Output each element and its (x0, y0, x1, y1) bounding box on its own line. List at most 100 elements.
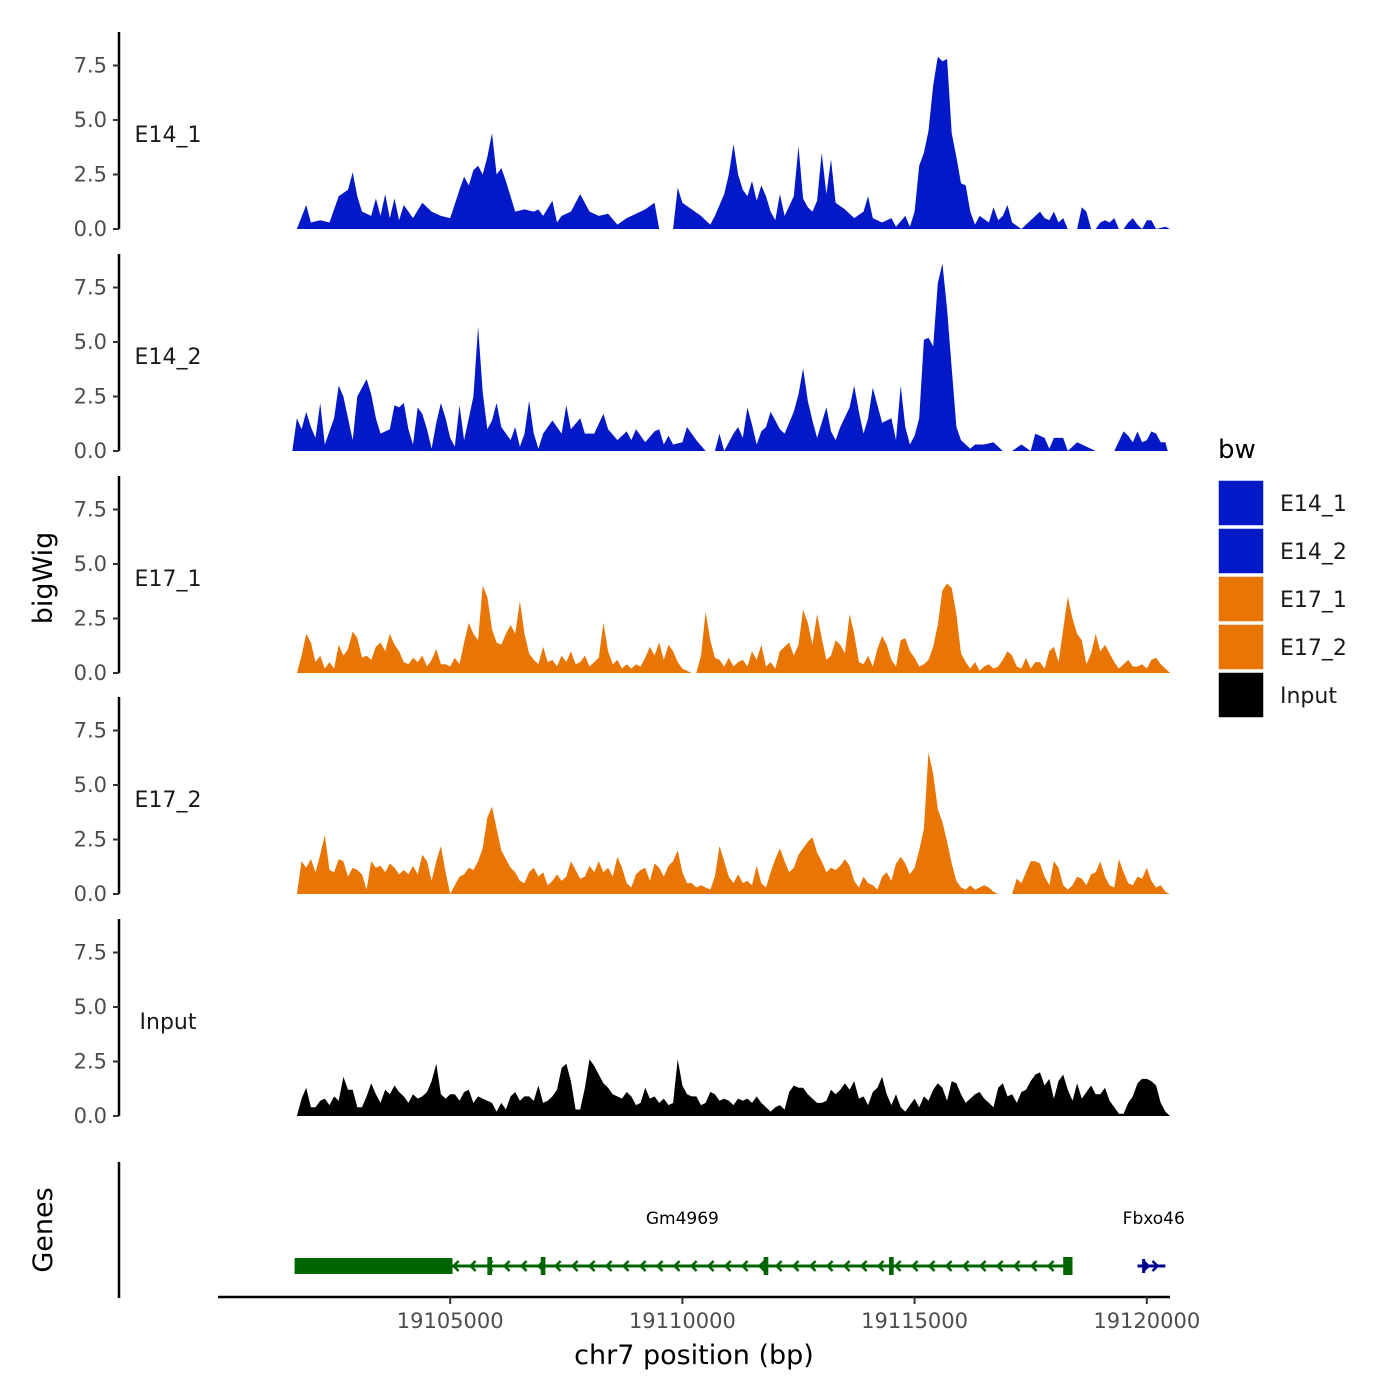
gene-Fbxo46: Fbxo46 (1123, 1209, 1185, 1273)
y-tick-label: 5.0 (74, 552, 107, 576)
strand-chevron (519, 1260, 528, 1272)
y-tick-label: 5.0 (74, 108, 107, 132)
strand-chevron (689, 1260, 698, 1272)
track-E14_2: 0.0 2.5 5.0 7.5 E14_2 (74, 254, 1168, 463)
strand-chevron (1142, 1260, 1151, 1272)
signal-area-E17_2 (296, 752, 1170, 894)
legend-label: Input (1280, 684, 1337, 709)
legend-label: E14_2 (1280, 540, 1347, 565)
strand-chevron (825, 1260, 834, 1272)
strand-chevron (638, 1260, 647, 1272)
y-tick-label: 0.0 (74, 439, 107, 463)
strand-chevron (910, 1260, 919, 1272)
track-label: E17_2 (135, 788, 202, 813)
exon-block (763, 1257, 769, 1275)
x-axis: 19105000 19110000 19115000 19120000 (218, 1295, 1200, 1333)
gene-Gm4969: Gm4969 (294, 1209, 1073, 1275)
strand-chevron (706, 1260, 715, 1272)
strand-chevron (978, 1260, 987, 1272)
track-label: Input (140, 1010, 197, 1035)
track-E17_1: 0.0 2.5 5.0 7.5 E17_1 (74, 476, 1170, 685)
signal-area-E17_1 (296, 583, 1170, 673)
track-E14_1: 0.0 2.5 5.0 7.5 E14_1 (74, 32, 1170, 241)
strand-chevron (1029, 1260, 1038, 1272)
legend-title: bw (1218, 435, 1256, 465)
y-tick-label: 2.5 (74, 828, 107, 852)
y-axis-title: bigWig (28, 532, 59, 625)
gene-annotation-panel: Gm4969 Fbxo46 (117, 1162, 1185, 1298)
signal-area-E14_2 (292, 263, 1168, 451)
strand-chevron (876, 1260, 885, 1272)
track-label: E14_2 (135, 345, 202, 370)
strand-chevron (859, 1260, 868, 1272)
strand-chevron (1012, 1260, 1021, 1272)
strand-chevron (995, 1260, 1004, 1272)
y-tick-label: 5.0 (74, 995, 107, 1019)
gene-label: Gm4969 (646, 1209, 719, 1229)
strand-chevron (1046, 1260, 1055, 1272)
legend-key-E14_1 (1217, 479, 1265, 527)
exon-block (487, 1257, 492, 1275)
x-tick-label: 19115000 (861, 1309, 968, 1333)
strand-chevron (808, 1260, 817, 1272)
y-tick-label: 7.5 (74, 941, 107, 965)
strand-chevron (621, 1260, 630, 1272)
strand-chevron (757, 1260, 766, 1272)
strand-chevron (774, 1260, 783, 1272)
y-tick-label: 0.0 (74, 217, 107, 241)
signal-tracks: 0.0 2.5 5.0 7.5 E14_1 0.0 2.5 5.0 7.5 E14_2 0.0 2.5… (74, 32, 1170, 1128)
strand-chevron (842, 1260, 851, 1272)
strand-chevron (944, 1260, 953, 1272)
signal-area-E14_1 (296, 56, 1170, 229)
y-tick-label: 7.5 (74, 498, 107, 522)
strand-chevron (604, 1260, 613, 1272)
exon-block (1142, 1259, 1146, 1273)
x-tick-label: 19120000 (1093, 1309, 1200, 1333)
y-tick-label: 2.5 (74, 385, 107, 409)
track-label: E17_1 (135, 567, 202, 592)
exon-block (540, 1257, 546, 1275)
strand-chevron (672, 1260, 681, 1272)
x-axis-title: chr7 position (bp) (574, 1340, 814, 1371)
strand-chevron (655, 1260, 664, 1272)
y-tick-label: 5.0 (74, 773, 107, 797)
gene-label: Fbxo46 (1123, 1209, 1185, 1229)
legend: bw E14_1 E14_2 E17_1 E17_2 Input (1217, 435, 1347, 719)
y-tick-label: 7.5 (74, 719, 107, 743)
track-Input: 0.0 2.5 5.0 7.5 Input (74, 919, 1170, 1128)
exon-block (1063, 1257, 1073, 1275)
strand-chevron (451, 1260, 460, 1272)
strand-chevron (740, 1260, 749, 1272)
strand-chevron (723, 1260, 732, 1272)
y-tick-label: 2.5 (74, 163, 107, 187)
strand-chevron (570, 1260, 579, 1272)
y-tick-label: 5.0 (74, 330, 107, 354)
y-tick-label: 0.0 (74, 1104, 107, 1128)
strand-chevron (1151, 1260, 1160, 1272)
y-tick-label: 0.0 (74, 882, 107, 906)
y-tick-label: 0.0 (74, 661, 107, 685)
strand-chevron (502, 1260, 511, 1272)
exon-block (294, 1258, 453, 1274)
legend-key-E14_2 (1217, 527, 1265, 575)
strand-chevron (927, 1260, 936, 1272)
strand-chevron (791, 1260, 800, 1272)
legend-label: E17_2 (1280, 636, 1347, 661)
x-tick-label: 19110000 (629, 1309, 736, 1333)
y-tick-label: 2.5 (74, 607, 107, 631)
x-tick-label: 19105000 (397, 1309, 504, 1333)
legend-label: E17_1 (1280, 588, 1347, 613)
track-label: E14_1 (135, 123, 202, 148)
strand-chevron (468, 1260, 477, 1272)
strand-chevron (553, 1260, 562, 1272)
track-E17_2: 0.0 2.5 5.0 7.5 E17_2 (74, 697, 1170, 906)
legend-key-E17_1 (1217, 575, 1265, 623)
strand-chevron (587, 1260, 596, 1272)
y-tick-label: 7.5 (74, 276, 107, 300)
legend-key-Input (1217, 671, 1265, 719)
legend-key-E17_2 (1217, 623, 1265, 671)
y-tick-label: 7.5 (74, 54, 107, 78)
legend-label: E14_1 (1280, 492, 1347, 517)
strand-chevron (893, 1260, 902, 1272)
